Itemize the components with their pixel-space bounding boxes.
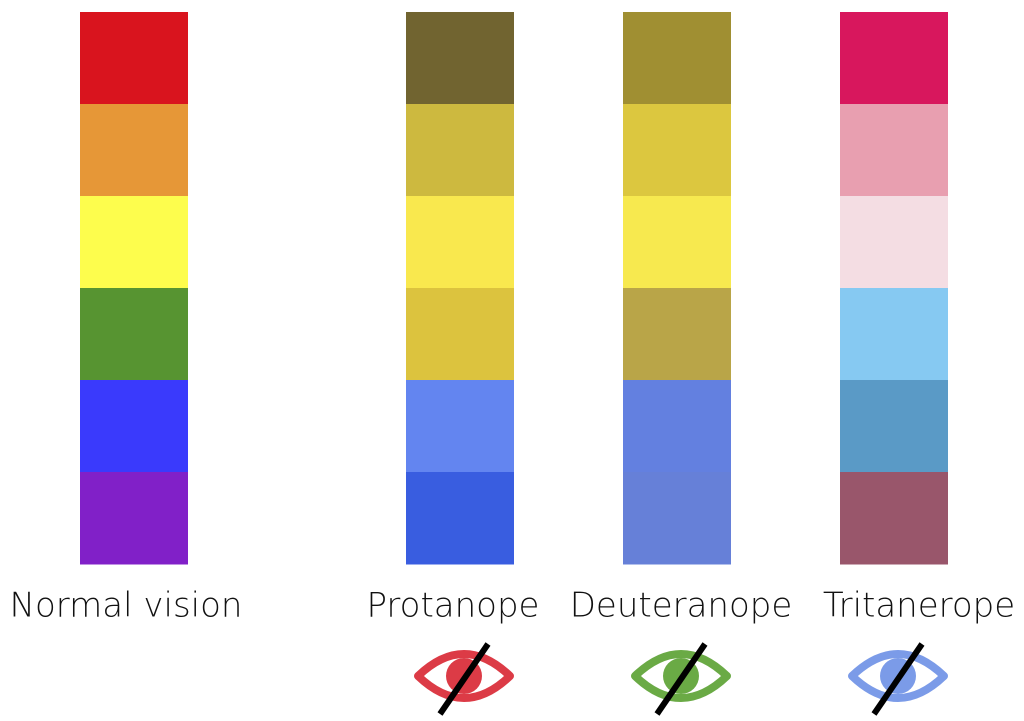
color-swatch: [406, 12, 514, 105]
eye-slash: [654, 642, 708, 716]
color-swatch: [80, 288, 188, 381]
color-swatch: [623, 380, 731, 473]
color-swatch: [406, 380, 514, 473]
color-swatch: [80, 196, 188, 289]
vision-column: Deuteranope: [570, 12, 793, 716]
crossed-eye-icon: [848, 642, 948, 716]
column-label: Deuteranope: [570, 586, 793, 626]
color-swatch: [80, 380, 188, 473]
column-label: Protanope: [367, 586, 540, 626]
color-swatch: [623, 472, 731, 565]
column-label: Normal vision: [10, 586, 243, 626]
eye-outline: [414, 650, 514, 702]
color-swatch: [406, 196, 514, 289]
column-label: Tritanerope: [823, 586, 1015, 626]
color-swatch: [840, 12, 948, 105]
crossed-eye-icon: [414, 642, 514, 716]
eye-slash: [437, 642, 491, 716]
color-swatch: [406, 104, 514, 197]
color-swatch: [80, 104, 188, 197]
color-swatch: [406, 472, 514, 565]
color-swatch: [840, 288, 948, 381]
color-swatch: [623, 104, 731, 197]
color-swatch: [840, 472, 948, 565]
color-swatch: [623, 288, 731, 381]
vision-column: Tritanerope: [823, 12, 1015, 716]
color-swatch: [80, 472, 188, 565]
color-swatch: [840, 196, 948, 289]
color-swatch: [406, 288, 514, 381]
eye-outline: [631, 650, 731, 702]
color-swatch: [80, 12, 188, 105]
color-swatch: [623, 12, 731, 105]
crossed-eye-icon: [631, 642, 731, 716]
eye-slash: [871, 642, 925, 716]
vision-column: Normal vision: [10, 12, 243, 626]
color-swatch: [623, 196, 731, 289]
eye-outline: [848, 650, 948, 702]
color-swatch: [840, 380, 948, 473]
vision-column: Protanope: [367, 12, 540, 716]
color-swatch: [840, 104, 948, 197]
